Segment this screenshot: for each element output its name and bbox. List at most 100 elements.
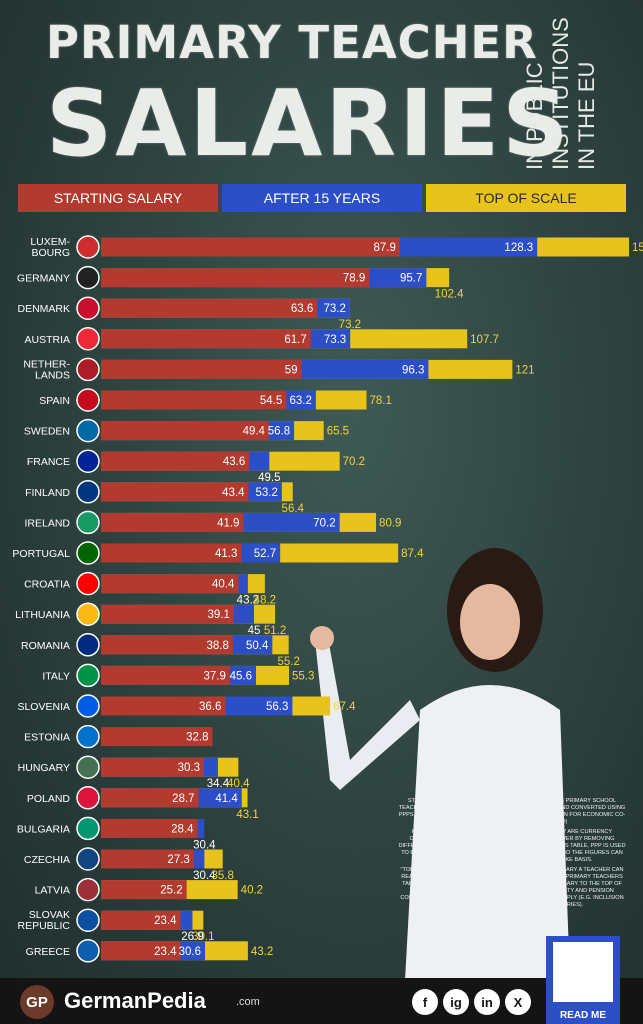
value-label-top-21: 40.2	[241, 885, 263, 897]
bar-starting-10	[101, 543, 242, 563]
flag-icon-3	[76, 327, 100, 351]
value-label-top-11: 48.2	[254, 595, 276, 607]
country-label-12: LITHUANIA	[15, 609, 70, 621]
value-label-after15-0: 128.3	[504, 242, 533, 254]
value-label-starting-15: 36.6	[199, 701, 221, 713]
bar-starting-16	[101, 727, 213, 747]
flag-icon-16	[76, 724, 100, 749]
bar-starting-19	[101, 818, 198, 838]
bar-starting-8	[101, 482, 249, 502]
value-label-after15-20: 30.4	[193, 870, 216, 882]
value-label-after15-8: 53.2	[255, 487, 277, 499]
country-label-part: LANDS	[35, 369, 70, 381]
value-label-after15-11: 43.2	[237, 595, 259, 607]
country-label-part: POLAND	[27, 793, 71, 805]
value-label-top-4: 121	[515, 364, 534, 376]
qr-code-icon	[553, 942, 613, 1002]
country-label-20: CZECHIA	[24, 854, 70, 866]
value-label-starting-11: 40.4	[212, 579, 235, 591]
value-label-starting-1: 78.9	[343, 273, 365, 285]
read-me-label[interactable]: READ ME	[559, 1010, 607, 1021]
bar-starting-9	[101, 512, 244, 532]
value-label-top-6: 65.5	[327, 426, 349, 438]
value-label-starting-23: 23.4	[154, 946, 177, 958]
flag-icon-15	[76, 694, 100, 718]
value-label-after15-12: 45	[248, 625, 261, 637]
value-label-after15-17: 34.4	[207, 778, 230, 790]
country-label-part: FINLAND	[25, 487, 70, 499]
linkedin-icon[interactable]: in	[474, 989, 500, 1015]
value-label-top-5: 78.1	[370, 395, 392, 407]
legend-after-15-years: AFTER 15 YEARS	[222, 184, 422, 212]
qr-code[interactable]	[546, 936, 620, 1024]
country-label-7: FRANCE	[27, 456, 70, 468]
footnotes: Statutory annual earnings in the EU of f…	[398, 798, 626, 909]
value-label-top-22: 30.1	[192, 931, 214, 943]
country-label-part: PORTUGAL	[12, 548, 70, 560]
country-label-part: DENMARK	[17, 303, 70, 315]
x-icon[interactable]: X	[505, 989, 531, 1015]
country-label-part: ESTONIA	[24, 732, 70, 744]
country-label-part: BOURG	[31, 247, 70, 259]
brand-logo[interactable]: GP	[20, 985, 54, 1019]
flag-icon-7	[76, 449, 100, 473]
bar-starting-15	[101, 696, 226, 716]
value-label-after15-23: 30.6	[179, 946, 201, 958]
country-label-5: SPAIN	[39, 395, 70, 407]
value-label-top-0: 155.3	[632, 242, 643, 254]
flag-icon-14	[76, 663, 100, 688]
value-label-top-7: 70.2	[343, 456, 365, 468]
value-label-starting-20: 27.3	[167, 854, 189, 866]
value-label-top-12: 51.2	[264, 625, 286, 637]
country-label-23: GREECE	[26, 946, 70, 958]
country-label-9: IRELAND	[24, 517, 70, 529]
bar-starting-6	[101, 421, 269, 441]
country-label-part: ITALY	[42, 670, 70, 682]
value-label-after15-5: 63.2	[289, 395, 311, 407]
flag-icon-0	[76, 235, 100, 259]
country-label-part: LATVIA	[35, 885, 70, 897]
teacher-illustration	[310, 548, 570, 980]
value-label-starting-8: 43.4	[222, 487, 245, 499]
flag-icon-23	[76, 939, 100, 963]
country-label-6: SWEDEN	[24, 426, 70, 438]
bar-starting-11	[101, 574, 239, 594]
value-label-starting-22: 23.4	[154, 915, 177, 927]
bar-starting-22	[101, 910, 181, 930]
country-label-4: NETHER-LANDS	[23, 358, 70, 381]
value-label-after15-15: 56.3	[266, 701, 288, 713]
value-label-top-15: 67.4	[333, 701, 356, 713]
footer-bar	[0, 978, 643, 1024]
value-label-top-23: 43.2	[251, 946, 273, 958]
value-label-starting-3: 61.7	[284, 334, 306, 346]
country-label-part: GREECE	[26, 946, 70, 958]
legend-top-of-scale: TOP OF SCALE	[426, 184, 626, 212]
country-label-19: BULGARIA	[17, 823, 70, 835]
facebook-icon[interactable]: f	[412, 989, 438, 1015]
value-label-top-3: 107.7	[470, 334, 499, 346]
value-label-starting-5: 54.5	[260, 395, 282, 407]
country-label-14: ITALY	[42, 670, 70, 682]
value-label-top-1: 102.4	[435, 289, 464, 301]
country-label-16: ESTONIA	[24, 732, 70, 744]
country-label-8: FINLAND	[25, 487, 70, 499]
bar-starting-0	[101, 237, 400, 257]
value-label-after15-6: 56.8	[268, 426, 290, 438]
value-label-starting-19: 28.4	[171, 823, 194, 835]
country-label-part: AUSTRIA	[24, 334, 70, 346]
value-label-after15-3: 73.3	[324, 334, 346, 346]
bar-starting-17	[101, 757, 205, 777]
brand-name[interactable]: GermanPedia	[64, 988, 206, 1013]
country-label-1: GERMANY	[17, 273, 70, 285]
bar-starting-1	[101, 268, 370, 288]
instagram-icon[interactable]: ig	[443, 989, 469, 1015]
value-label-starting-7: 43.6	[223, 456, 245, 468]
value-label-after15-4: 96.3	[402, 364, 424, 376]
value-label-starting-14: 37.9	[203, 670, 225, 682]
country-label-22: SLOVAK REPUBLIC	[17, 909, 70, 932]
flag-icon-22	[76, 908, 100, 932]
country-label-part: GERMANY	[17, 273, 70, 285]
value-label-starting-0: 87.9	[373, 242, 395, 254]
bar-starting-18	[101, 788, 199, 808]
country-label-10: PORTUGAL	[12, 548, 70, 560]
